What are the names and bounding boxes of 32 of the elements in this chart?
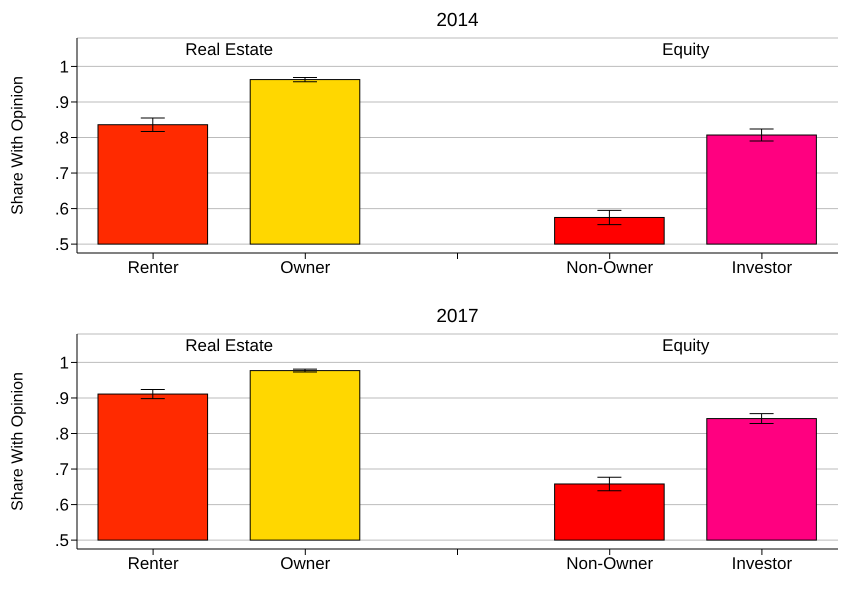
y-tick-label: .8 — [54, 424, 69, 444]
annotation: Equity — [661, 336, 710, 356]
y-tick-label: .9 — [54, 93, 69, 112]
annotation: Real Estate — [184, 40, 274, 60]
x-tick-label: Renter — [128, 258, 179, 278]
bar — [250, 370, 360, 541]
x-tick-label: Investor — [732, 258, 792, 278]
y-tick-label: .5 — [54, 531, 69, 550]
y-tick-label: .9 — [54, 389, 69, 408]
y-tick-label: .6 — [54, 200, 69, 219]
y-tick-label: .7 — [54, 164, 69, 184]
y-tick-label: .6 — [54, 496, 69, 515]
x-tick-label: Owner — [280, 258, 331, 278]
x-tick-label: Owner — [280, 554, 331, 574]
y-tick-label: 1 — [60, 57, 69, 76]
y-axis-title: Share With Opinion — [10, 76, 27, 215]
x-tick-label: Non-Owner — [566, 258, 654, 278]
annotation: Real Estate — [184, 336, 274, 356]
x-tick-label: Investor — [732, 554, 792, 574]
y-tick-label: 1 — [60, 353, 69, 372]
bar — [98, 394, 208, 541]
y-tick-label: .5 — [54, 235, 69, 254]
x-tick-label: Renter — [128, 554, 179, 574]
y-tick-label: .8 — [54, 128, 69, 148]
annotation: Equity — [661, 40, 710, 60]
chart-title: 2017 — [435, 306, 480, 328]
x-tick-label: Non-Owner — [566, 554, 654, 574]
bar — [250, 79, 360, 245]
y-tick-label: .7 — [54, 460, 69, 480]
y-axis-title: Share With Opinion — [10, 372, 27, 511]
bar — [706, 418, 817, 541]
chart-title: 2014 — [435, 10, 480, 32]
